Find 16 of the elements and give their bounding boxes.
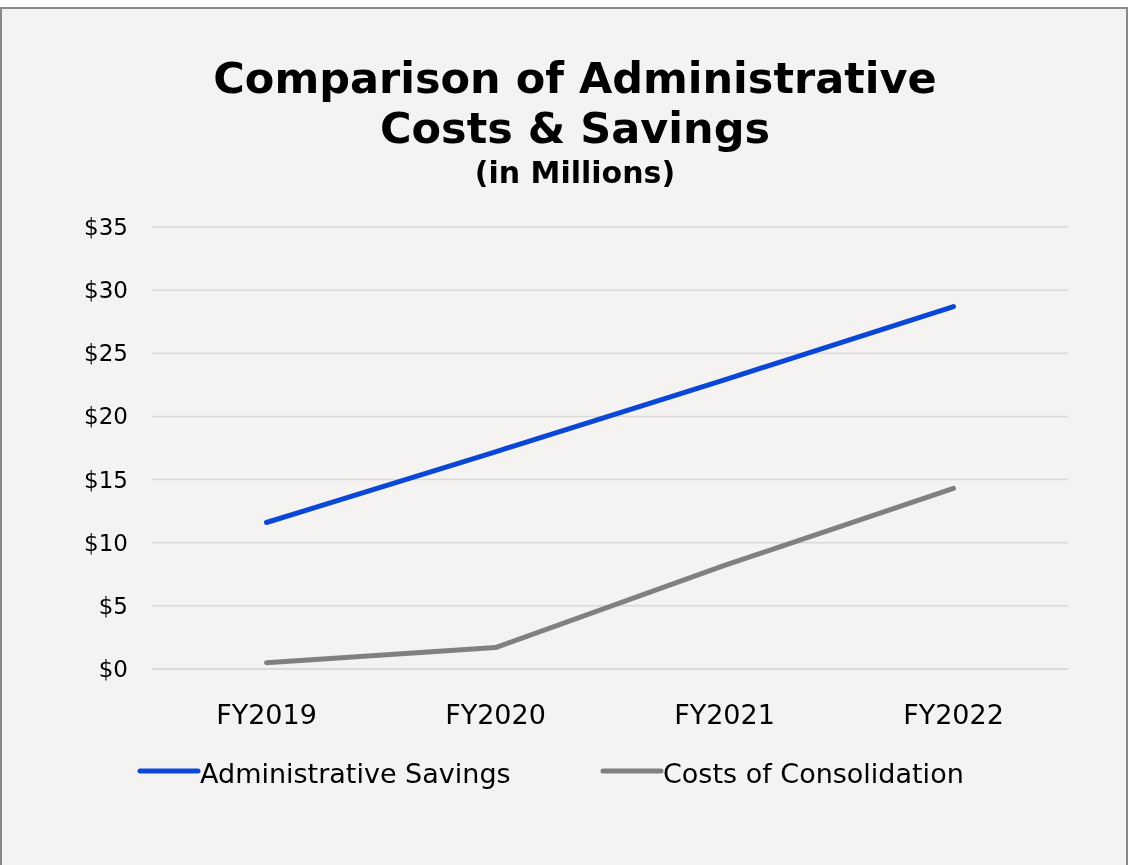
x-tick-label: FY2020 [445, 699, 546, 730]
y-tick-label: $30 [84, 277, 128, 304]
y-tick-label: $35 [84, 214, 128, 241]
chart-title: Comparison of Administrative Costs & Savings [213, 53, 937, 153]
x-tick-label: FY2021 [674, 699, 775, 730]
y-tick-label: $25 [84, 340, 128, 367]
y-tick-label: $15 [84, 466, 128, 493]
chart-subtitle: (in Millions) [474, 155, 676, 190]
legend-label: Costs of Consolidation [663, 758, 964, 790]
x-tick-label: FY2019 [216, 699, 317, 730]
y-tick-label: $10 [84, 529, 128, 556]
legend-label: Administrative Savings [200, 758, 511, 790]
y-tick-label: $20 [84, 403, 128, 430]
y-tick-label: $0 [98, 656, 128, 683]
y-tick-label: $5 [98, 592, 128, 619]
x-tick-label: FY2022 [903, 699, 1004, 730]
